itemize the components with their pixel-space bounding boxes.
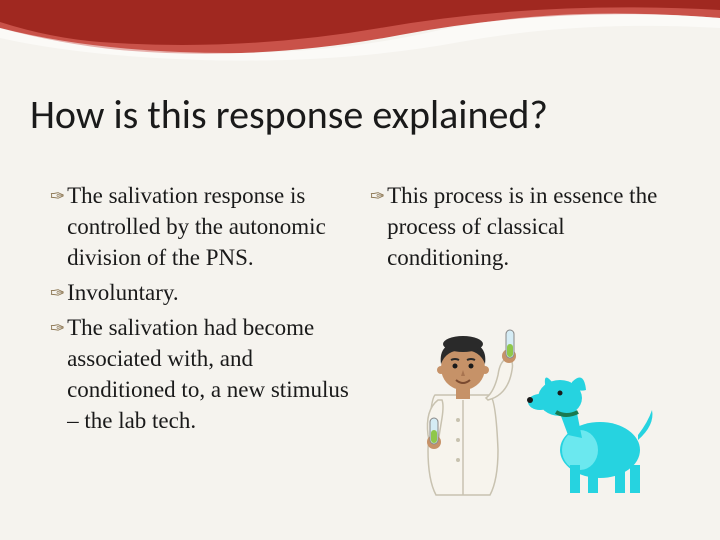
- bullet-item: ✑ Involuntary.: [50, 277, 350, 308]
- bullet-text: The salivation response is controlled by…: [67, 180, 350, 273]
- scientist-icon: [427, 330, 516, 495]
- bullet-text: The salivation had become associated wit…: [67, 312, 350, 436]
- bullet-item: ✑ The salivation had become associated w…: [50, 312, 350, 436]
- dog-icon: [527, 378, 652, 494]
- bullet-icon: ✑: [50, 318, 65, 339]
- illustration-scientist-dog: [380, 300, 660, 500]
- left-column: ✑ The salivation response is controlled …: [50, 180, 350, 440]
- bullet-item: ✑ The salivation response is controlled …: [50, 180, 350, 273]
- bullet-text: Involuntary.: [67, 277, 179, 308]
- bullet-icon: ✑: [50, 186, 65, 207]
- bullet-text: This process is in essence the process o…: [387, 180, 670, 273]
- bullet-icon: ✑: [50, 283, 65, 304]
- slide-title: How is this response explained?: [30, 90, 690, 139]
- header-swoosh: [0, 0, 720, 90]
- bullet-icon: ✑: [370, 186, 385, 207]
- bullet-item: ✑ This process is in essence the process…: [370, 180, 670, 273]
